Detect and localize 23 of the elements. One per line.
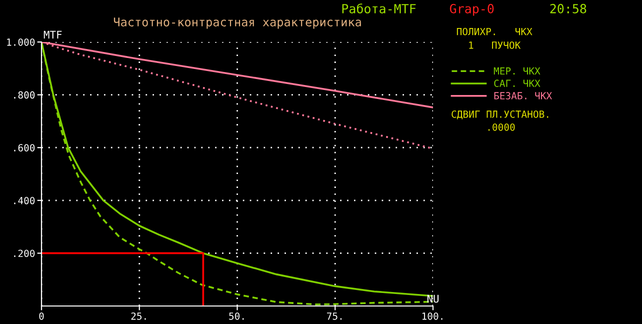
- text: Работа-MTF: [342, 3, 416, 14]
- legend-label: МЕР. ЧКХ: [494, 67, 540, 75]
- y-tick-label: .200: [14, 250, 35, 258]
- y-tick-label: .400: [14, 196, 35, 204]
- text: Grap-0: [450, 4, 494, 16]
- text: ПОЛИХР. ЧКХ: [456, 28, 532, 36]
- chart-title: Частотно-контрастная характеристика: [114, 18, 361, 29]
- text: .0000: [488, 123, 515, 131]
- y-tick-label: 1.000: [7, 38, 35, 46]
- x-axis-title: NU: [427, 294, 439, 303]
- text: СДВИГ ПЛ.УСТАНОВ.: [452, 110, 548, 120]
- x-tick-label: 50.: [229, 312, 244, 320]
- legend-label: БЕЗАБ. ЧКХ: [494, 92, 552, 100]
- y-axis-title: MTF: [44, 30, 62, 39]
- text: 20:58: [550, 4, 586, 14]
- x-tick-label: 25.: [131, 312, 146, 320]
- y-tick-label: .800: [14, 91, 35, 99]
- legend-label: САГ. ЧКХ: [494, 80, 540, 88]
- x-tick-label: 0: [39, 312, 44, 320]
- text: 1 ПУЧОК: [469, 42, 521, 49]
- y-tick-label: .600: [14, 144, 35, 152]
- x-tick-label: 75.: [327, 312, 342, 320]
- x-tick-label: 100.: [422, 312, 442, 320]
